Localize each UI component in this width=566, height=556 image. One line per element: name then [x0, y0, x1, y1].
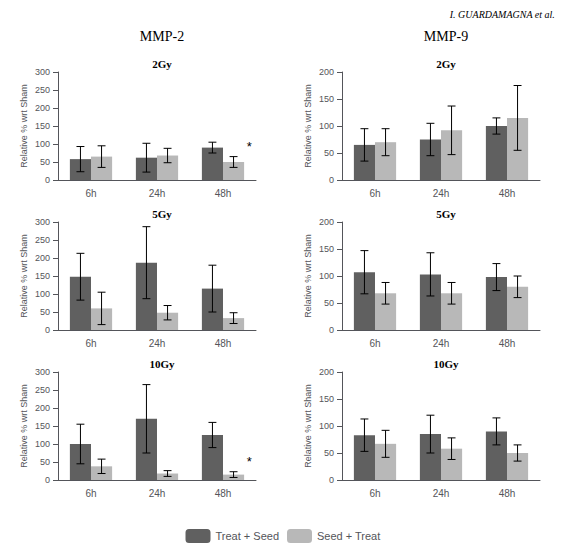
- svg-text:6h: 6h: [369, 338, 380, 349]
- svg-text:0: 0: [45, 325, 50, 335]
- svg-text:Relative % wrt Sham: Relative % wrt Sham: [19, 384, 29, 468]
- svg-text:300: 300: [35, 367, 50, 377]
- svg-text:6h: 6h: [85, 338, 96, 349]
- svg-text:MMP-2: MMP-2: [140, 29, 184, 44]
- svg-text:Relative % wrt Sham: Relative % wrt Sham: [303, 384, 313, 468]
- svg-text:200: 200: [35, 403, 50, 413]
- svg-text:200: 200: [35, 103, 50, 113]
- svg-text:24h: 24h: [149, 188, 166, 199]
- svg-text:6h: 6h: [369, 188, 380, 199]
- svg-text:48h: 48h: [215, 488, 232, 499]
- svg-text:*: *: [247, 454, 252, 469]
- svg-text:24h: 24h: [149, 338, 166, 349]
- svg-text:200: 200: [35, 253, 50, 263]
- svg-text:Treat + Seed: Treat + Seed: [216, 530, 280, 542]
- svg-text:300: 300: [35, 67, 50, 77]
- svg-text:100: 100: [319, 121, 334, 131]
- svg-text:10Gy: 10Gy: [433, 358, 459, 370]
- svg-text:50: 50: [324, 448, 334, 458]
- svg-text:5Gy: 5Gy: [152, 208, 172, 220]
- svg-text:0: 0: [45, 175, 50, 185]
- svg-text:50: 50: [324, 148, 334, 158]
- svg-text:150: 150: [319, 244, 334, 254]
- svg-text:2Gy: 2Gy: [436, 58, 456, 70]
- svg-text:10Gy: 10Gy: [149, 358, 175, 370]
- svg-text:50: 50: [324, 298, 334, 308]
- svg-text:250: 250: [35, 235, 50, 245]
- svg-text:250: 250: [35, 385, 50, 395]
- svg-text:Relative % wrt Sham: Relative % wrt Sham: [19, 234, 29, 318]
- svg-text:100: 100: [319, 421, 334, 431]
- svg-text:0: 0: [329, 475, 334, 485]
- svg-text:6h: 6h: [85, 188, 96, 199]
- svg-text:50: 50: [40, 457, 50, 467]
- svg-text:150: 150: [319, 94, 334, 104]
- svg-text:0: 0: [45, 475, 50, 485]
- svg-text:200: 200: [319, 367, 334, 377]
- svg-text:Relative % wrt Sham: Relative % wrt Sham: [303, 84, 313, 168]
- svg-text:100: 100: [35, 439, 50, 449]
- svg-text:Relative % wrt Sham: Relative % wrt Sham: [303, 234, 313, 318]
- svg-text:2Gy: 2Gy: [152, 58, 172, 70]
- svg-text:Seed + Treat: Seed + Treat: [317, 530, 380, 542]
- svg-text:150: 150: [35, 271, 50, 281]
- svg-text:0: 0: [329, 175, 334, 185]
- svg-text:100: 100: [35, 289, 50, 299]
- svg-text:150: 150: [35, 121, 50, 131]
- svg-text:100: 100: [35, 139, 50, 149]
- svg-text:6h: 6h: [85, 488, 96, 499]
- svg-text:5Gy: 5Gy: [436, 208, 456, 220]
- svg-text:150: 150: [319, 394, 334, 404]
- svg-text:250: 250: [35, 85, 50, 95]
- svg-text:48h: 48h: [499, 188, 516, 199]
- svg-text:0: 0: [329, 325, 334, 335]
- svg-text:200: 200: [319, 67, 334, 77]
- svg-text:Relative % wrt Sham: Relative % wrt Sham: [19, 84, 29, 168]
- svg-text:50: 50: [40, 157, 50, 167]
- svg-text:24h: 24h: [433, 338, 450, 349]
- svg-text:MMP-9: MMP-9: [424, 29, 468, 44]
- svg-text:24h: 24h: [433, 188, 450, 199]
- svg-text:48h: 48h: [215, 338, 232, 349]
- svg-text:150: 150: [35, 421, 50, 431]
- svg-text:50: 50: [40, 307, 50, 317]
- svg-text:*: *: [247, 139, 252, 154]
- svg-text:200: 200: [319, 217, 334, 227]
- svg-text:48h: 48h: [215, 188, 232, 199]
- svg-text:48h: 48h: [499, 338, 516, 349]
- svg-text:6h: 6h: [369, 488, 380, 499]
- svg-text:300: 300: [35, 217, 50, 227]
- svg-text:100: 100: [319, 271, 334, 281]
- svg-text:24h: 24h: [149, 488, 166, 499]
- svg-text:48h: 48h: [499, 488, 516, 499]
- svg-text:24h: 24h: [433, 488, 450, 499]
- svg-text:I. GUARDAMAGNA et al.: I. GUARDAMAGNA et al.: [449, 9, 555, 20]
